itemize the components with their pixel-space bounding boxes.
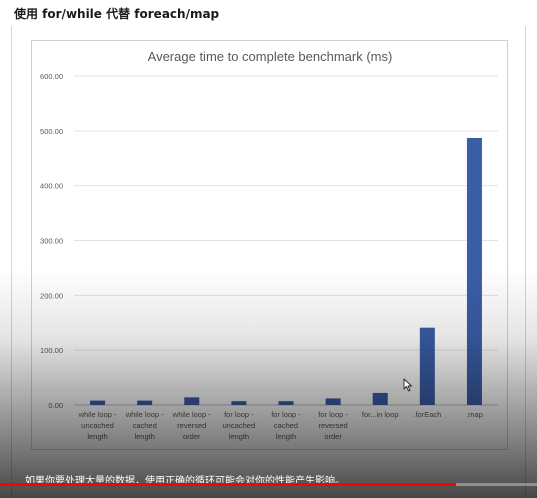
x-tick-label: for...in loop (362, 410, 399, 419)
x-tick-label-line: for loop - (318, 410, 348, 419)
bar (325, 398, 341, 405)
x-tick-label-line: reversed (319, 421, 348, 430)
x-tick-label-line: for loop - (224, 410, 254, 419)
x-tick-label-line: while loop - (125, 410, 164, 419)
arrow-cursor-icon (403, 378, 412, 392)
chart-title: Average time to complete benchmark (ms) (148, 49, 393, 64)
y-tick-label: 0.00 (48, 401, 63, 410)
x-tick-label: for loop - reversed order (318, 410, 348, 441)
y-axis-ticks: 0.00 100.00 200.00 300.00 400.00 500.00 600.00 (40, 72, 63, 410)
left-border (11, 26, 12, 498)
x-tick-label-line: for loop - (271, 410, 301, 419)
right-border (525, 26, 526, 498)
x-tick-label-line: uncached (81, 421, 114, 430)
bar (231, 401, 247, 405)
bar (372, 392, 388, 405)
y-tick-label: 400.00 (40, 182, 63, 191)
y-tick-label: 600.00 (40, 72, 63, 81)
bar (90, 400, 106, 405)
x-tick-label-line: reversed (177, 421, 206, 430)
y-tick-label: 500.00 (40, 127, 63, 136)
y-tick-label: 200.00 (40, 291, 63, 300)
subtitle-caption: 如果你要处理大量的数据，使用正确的循环可能会对你的性能产生影响。 (25, 476, 345, 487)
x-tick-label: while loop - cached length (125, 410, 164, 441)
x-tick-label-line: .forEach (413, 410, 441, 419)
x-tick-label-line: length (87, 432, 107, 441)
x-tick-label-line: order (324, 432, 342, 441)
bar (184, 397, 200, 405)
bar (137, 400, 153, 405)
bar (466, 137, 482, 405)
x-tick-label-line: cached (133, 421, 157, 430)
bars (90, 137, 482, 405)
y-tick-label: 300.00 (40, 237, 63, 246)
x-tick-label: .forEach (413, 410, 441, 419)
x-tick-label-line: cached (274, 421, 298, 430)
x-tick-label-line: uncached (223, 421, 256, 430)
bar (278, 401, 294, 405)
y-tick-label: 100.00 (40, 346, 63, 355)
video-progress-played (0, 483, 457, 486)
bar-chart: Average time to complete benchmark (ms) … (40, 49, 498, 441)
x-axis-labels: while loop - uncached length while loop - ca… (78, 410, 483, 441)
x-tick-label: .map (466, 410, 483, 419)
x-tick-label-line: .map (466, 410, 483, 419)
x-tick-label-line: while loop - (78, 410, 117, 419)
x-tick-label-line: length (134, 432, 154, 441)
x-tick-label: for loop - cached length (271, 410, 301, 441)
page-title: 使用 for/while 代替 foreach/map (14, 7, 220, 21)
x-tick-label-line: length (229, 432, 249, 441)
x-tick-label: while loop - reversed order (172, 410, 211, 441)
x-tick-label: while loop - uncached length (78, 410, 117, 441)
x-tick-label: for loop - uncached length (223, 410, 256, 441)
bar (419, 327, 435, 405)
x-tick-label-line: length (276, 432, 296, 441)
x-tick-label-line: for...in loop (362, 410, 399, 419)
video-progress-bar[interactable] (0, 483, 537, 486)
x-tick-label-line: while loop - (172, 410, 211, 419)
x-tick-label-line: order (183, 432, 201, 441)
chart-card: Average time to complete benchmark (ms) … (31, 40, 508, 450)
